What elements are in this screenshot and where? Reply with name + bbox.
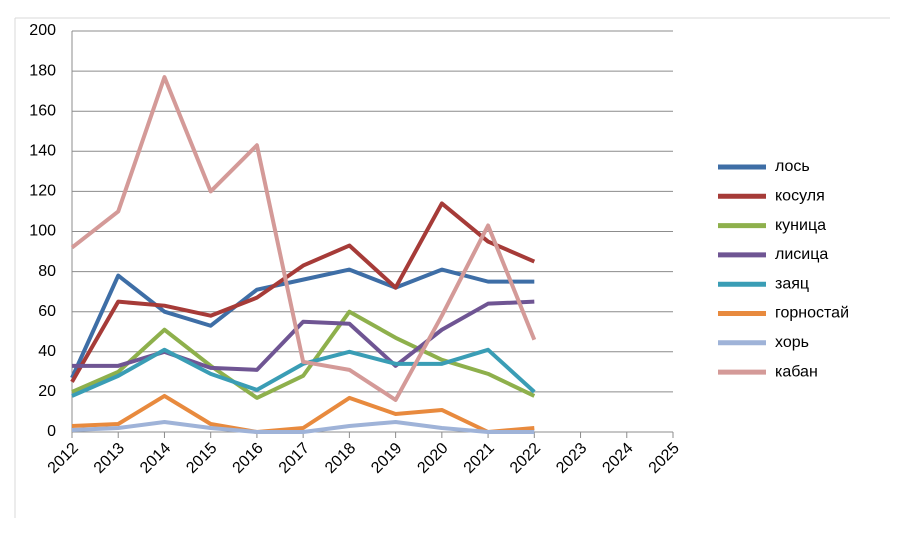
legend-label: хорь bbox=[775, 334, 809, 351]
series-line bbox=[71, 393, 535, 434]
y-tick-label: 180 bbox=[29, 62, 56, 79]
x-tick-label: 2024 bbox=[599, 440, 636, 477]
x-tick-label: 2012 bbox=[45, 440, 82, 477]
y-tick-label: 120 bbox=[29, 183, 56, 200]
y-tick-label: 200 bbox=[29, 22, 56, 39]
x-tick-label: 2023 bbox=[553, 440, 590, 477]
legend-label: лось bbox=[775, 158, 810, 175]
x-tick-label: 2022 bbox=[507, 440, 544, 477]
y-tick-label: 80 bbox=[38, 263, 56, 280]
legend-label: кабан bbox=[775, 363, 818, 380]
legend-label: горностай bbox=[775, 305, 849, 322]
series-line bbox=[71, 419, 535, 434]
x-tick-label: 2020 bbox=[414, 440, 451, 477]
x-tick-label: 2019 bbox=[368, 440, 405, 477]
x-tick-label: 2015 bbox=[183, 440, 220, 477]
series-line bbox=[70, 267, 535, 379]
y-tick-label: 160 bbox=[29, 102, 56, 119]
y-tick-label: 140 bbox=[29, 143, 56, 160]
y-tick-label: 40 bbox=[38, 343, 56, 360]
x-tick-label: 2013 bbox=[91, 440, 128, 477]
y-tick-label: 100 bbox=[29, 223, 56, 240]
x-tick-label: 2016 bbox=[230, 440, 267, 477]
legend-label: куница bbox=[775, 217, 826, 234]
y-tick-label: 60 bbox=[38, 303, 56, 320]
x-tick-label: 2014 bbox=[137, 440, 174, 477]
legend-label: косуля bbox=[775, 188, 825, 205]
series-line bbox=[70, 75, 537, 402]
legend-label: заяц bbox=[775, 275, 809, 292]
x-tick-label: 2025 bbox=[646, 440, 683, 477]
x-tick-label: 2021 bbox=[461, 440, 498, 477]
series-line bbox=[70, 201, 536, 383]
series-line bbox=[71, 309, 536, 400]
x-tick-label: 2018 bbox=[322, 440, 359, 477]
x-tick-label: 2017 bbox=[276, 440, 313, 477]
y-tick-label: 0 bbox=[47, 423, 56, 440]
y-tick-label: 20 bbox=[38, 383, 56, 400]
legend-label: лисица bbox=[775, 246, 828, 263]
